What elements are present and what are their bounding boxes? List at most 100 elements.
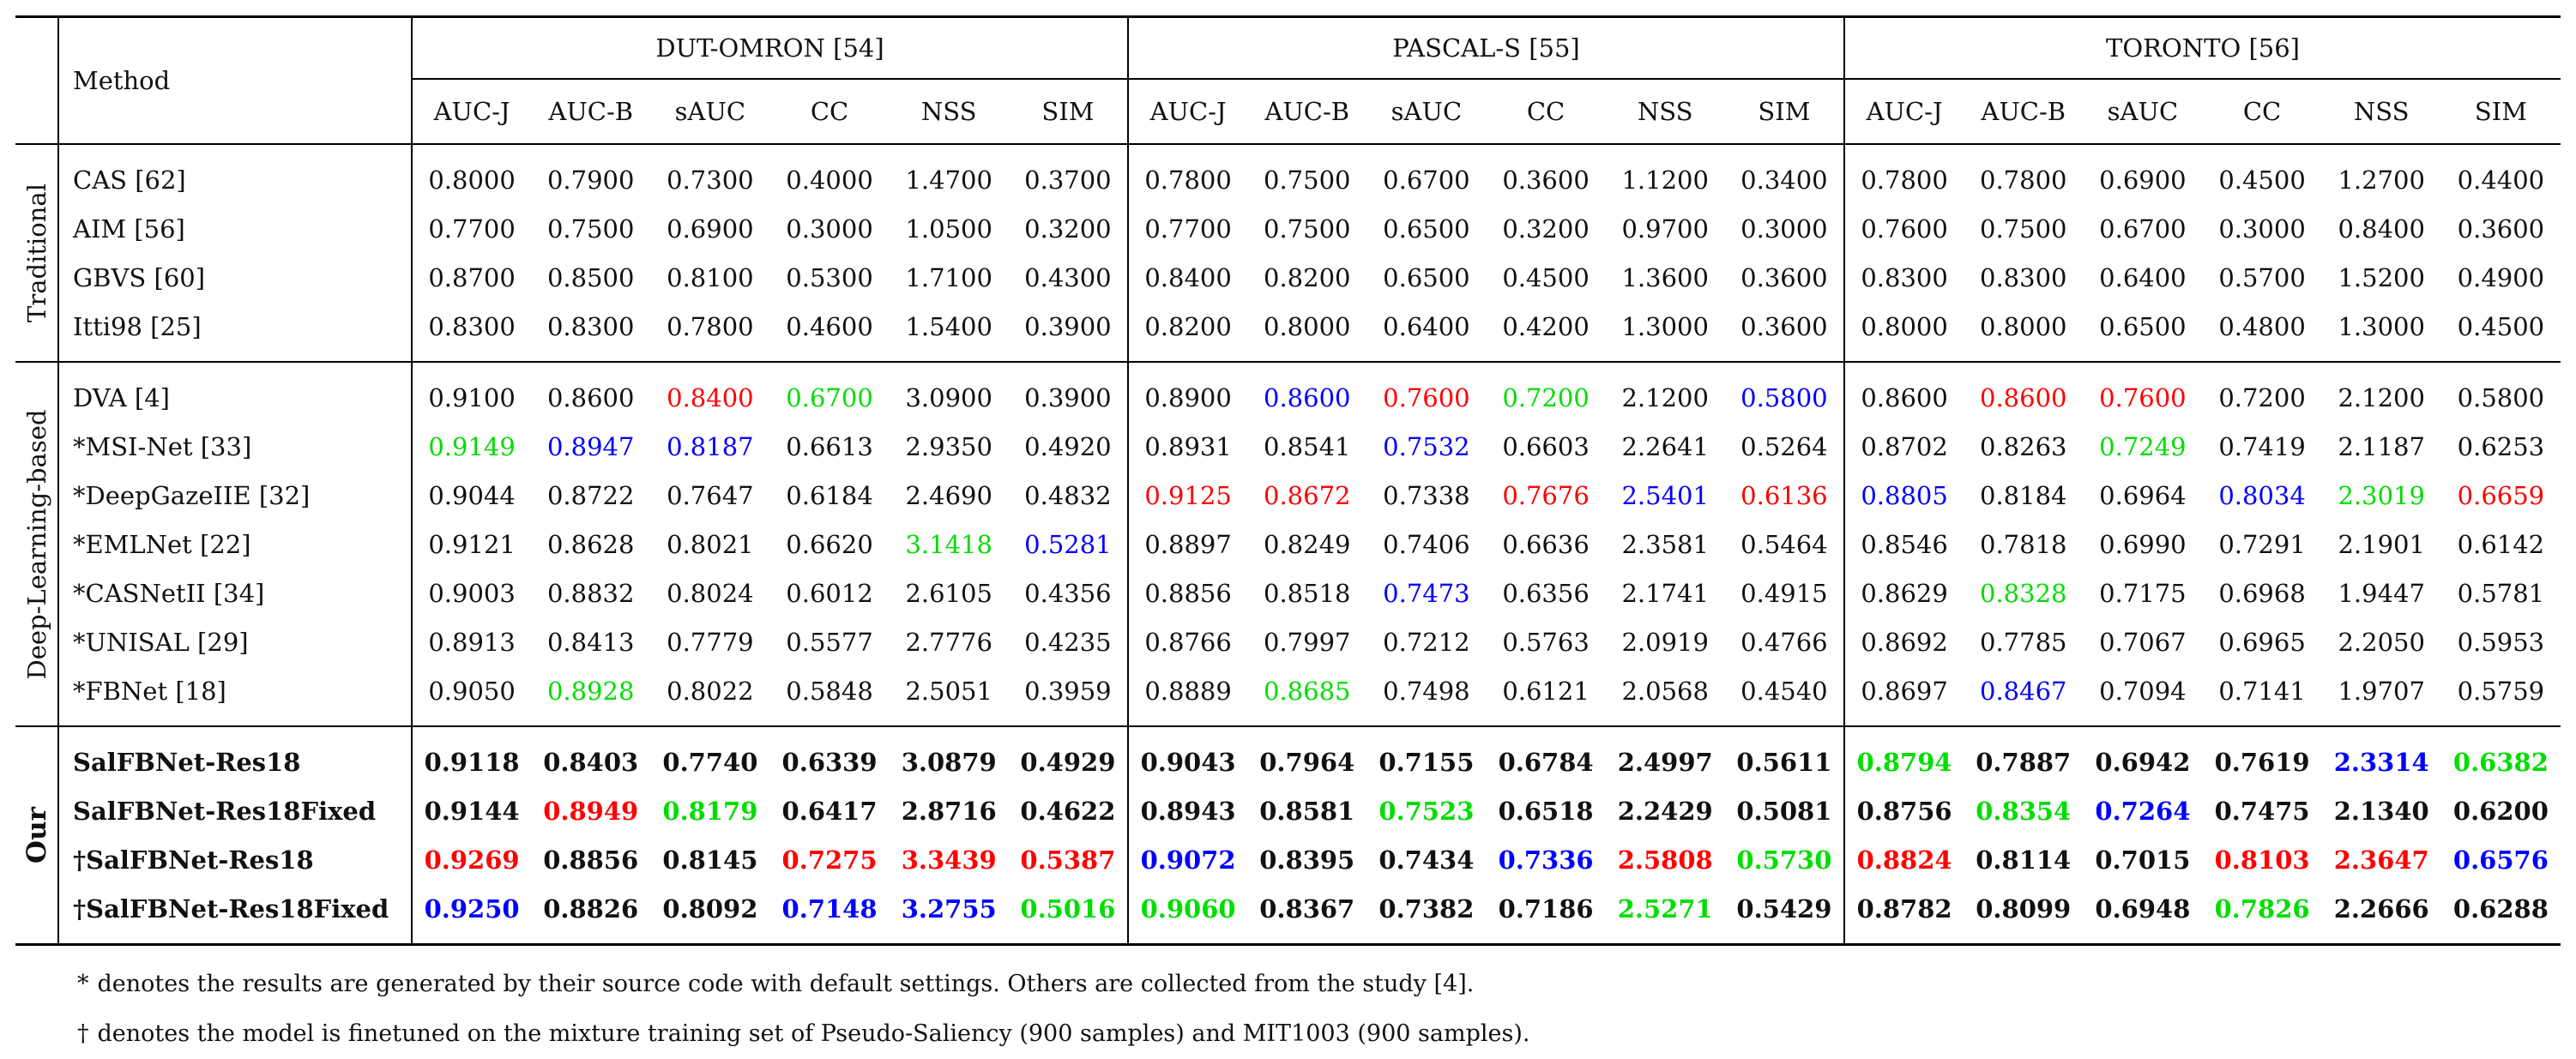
- value-cell: 0.8928: [546, 676, 635, 706]
- table-row: Itti98 [25] 0.8300 0.8300 0.7800 0.4600 1.540…: [15, 302, 2561, 362]
- value-cell: 0.4766: [1740, 627, 1828, 657]
- value-cell: 0.9060: [1127, 884, 1248, 946]
- metric-header: AUC-J: [1127, 79, 1248, 144]
- value-cell: 0.6576: [2452, 845, 2549, 875]
- metric-header: AUC-B: [548, 97, 634, 126]
- value-cell: 0.8354: [1976, 796, 2072, 826]
- value-cell: 0.8103: [2214, 845, 2310, 875]
- value-cell: 0.4540: [1740, 676, 1828, 706]
- dataset-header: PASCAL-S [55]: [1127, 15, 1845, 80]
- value-cell: 0.8403: [531, 725, 651, 786]
- value-cell: 0.8541: [1264, 431, 1351, 461]
- value-cell: 0.7600: [2083, 361, 2203, 422]
- value-cell: 0.7500: [1264, 214, 1351, 244]
- value-cell: 0.8931: [1127, 422, 1248, 471]
- value-cell: 0.4400: [2440, 143, 2561, 204]
- value-cell: 0.8200: [1264, 262, 1351, 292]
- value-cell: 0.7779: [667, 627, 754, 657]
- value-cell: 0.8114: [1976, 845, 2072, 875]
- value-cell: 0.7887: [1964, 725, 2084, 786]
- value-cell: 2.2050: [2338, 627, 2425, 657]
- footnote-dagger: † denotes the model is finetuned on the m…: [77, 1009, 2561, 1059]
- method-header: Method: [57, 15, 412, 144]
- value-cell: 0.8179: [662, 796, 758, 826]
- group-label: Our: [21, 807, 52, 863]
- value-cell: 0.3400: [1724, 143, 1845, 204]
- value-cell: 1.9447: [2338, 578, 2425, 608]
- value-cell: 0.6400: [2099, 262, 2187, 292]
- method-name: GBVS [60]: [57, 253, 412, 302]
- footnote-text: denotes the results are generated by the…: [97, 971, 1475, 997]
- metric-header: sAUC: [2107, 97, 2179, 126]
- value-cell: 2.6105: [905, 578, 992, 608]
- value-cell: 0.7419: [2218, 431, 2306, 461]
- value-cell: 0.9144: [410, 786, 532, 835]
- value-cell: 0.4300: [1024, 262, 1112, 292]
- value-cell: 2.7776: [905, 627, 992, 657]
- value-cell: 0.8600: [1964, 361, 2084, 422]
- value-cell: 0.4832: [1024, 480, 1112, 510]
- value-cell: 3.0879: [889, 725, 1009, 786]
- value-cell: 0.8672: [1264, 480, 1351, 510]
- value-cell: 0.6620: [786, 529, 873, 559]
- value-cell: 0.5387: [1020, 845, 1116, 875]
- value-cell: 0.3959: [1024, 676, 1112, 706]
- value-cell: 0.7275: [781, 845, 878, 875]
- value-cell: 2.1340: [2333, 796, 2429, 826]
- value-cell: 0.7826: [2202, 884, 2322, 946]
- value-cell: 0.3000: [1740, 214, 1828, 244]
- value-cell: 0.6942: [2083, 725, 2203, 786]
- metric-header: sAUC: [1391, 97, 1463, 126]
- value-cell: 0.8367: [1247, 884, 1367, 946]
- value-cell: 2.3581: [1621, 529, 1709, 559]
- value-cell: 0.8000: [1843, 302, 1964, 362]
- value-cell: 2.0568: [1621, 676, 1709, 706]
- method-name: *CASNetII [34]: [57, 569, 412, 617]
- metric-header-row: AUC-J AUC-B sAUC CC NSS SIM AUC-J AUC-B sAUC CC NS…: [15, 79, 2561, 144]
- value-cell: 0.5429: [1724, 884, 1845, 946]
- value-cell: 0.4600: [786, 311, 873, 341]
- value-cell: 1.3600: [1621, 262, 1709, 292]
- value-cell: 0.3700: [1008, 143, 1129, 204]
- value-cell: 0.8600: [1843, 361, 1964, 422]
- value-cell: 0.7600: [1843, 204, 1964, 253]
- value-cell: 0.6356: [1502, 578, 1590, 608]
- value-cell: 2.8716: [901, 796, 997, 826]
- metric-header: SIM: [1041, 97, 1095, 126]
- method-name: CAS [62]: [57, 143, 412, 204]
- value-cell: 0.3600: [2457, 214, 2545, 244]
- value-cell: 0.4800: [2218, 311, 2306, 341]
- table-row: *DeepGazeIIE [32] 0.9044 0.8722 0.7647 0.618…: [15, 471, 2561, 520]
- value-cell: 0.7094: [2099, 676, 2187, 706]
- value-cell: 2.1200: [1605, 361, 1725, 422]
- value-cell: 0.6184: [786, 480, 873, 510]
- value-cell: 0.7212: [1383, 627, 1470, 657]
- value-cell: 1.5400: [905, 311, 992, 341]
- value-cell: 0.7336: [1498, 845, 1594, 875]
- value-cell: 0.6253: [2457, 431, 2545, 461]
- value-cell: 0.6965: [2218, 627, 2306, 657]
- value-cell: 0.8600: [1247, 361, 1367, 422]
- value-cell: 0.6990: [2099, 529, 2187, 559]
- value-cell: 0.8000: [1264, 311, 1351, 341]
- value-cell: 0.8400: [2338, 214, 2425, 244]
- value-cell: 0.5464: [1740, 529, 1828, 559]
- value-cell: 2.2429: [1617, 796, 1713, 826]
- value-cell: 1.3000: [2338, 311, 2425, 341]
- value-cell: 3.1418: [905, 529, 992, 559]
- value-cell: 0.4915: [1740, 578, 1828, 608]
- value-cell: 0.9003: [410, 569, 532, 617]
- value-cell: 0.7473: [1383, 578, 1470, 608]
- metric-header: SIM: [2474, 97, 2527, 126]
- value-cell: 0.6339: [769, 725, 890, 786]
- value-cell: 0.8581: [1259, 796, 1355, 826]
- value-cell: 0.8000: [410, 143, 532, 204]
- method-name: *UNISAL [29]: [57, 617, 412, 666]
- value-cell: 0.9250: [410, 884, 532, 946]
- value-cell: 0.6900: [2083, 143, 2203, 204]
- value-cell: 0.5300: [786, 262, 873, 292]
- value-cell: 0.8518: [1264, 578, 1351, 608]
- value-cell: 0.7406: [1383, 529, 1470, 559]
- metric-header: CC: [1526, 97, 1566, 126]
- value-cell: 0.7500: [1247, 143, 1367, 204]
